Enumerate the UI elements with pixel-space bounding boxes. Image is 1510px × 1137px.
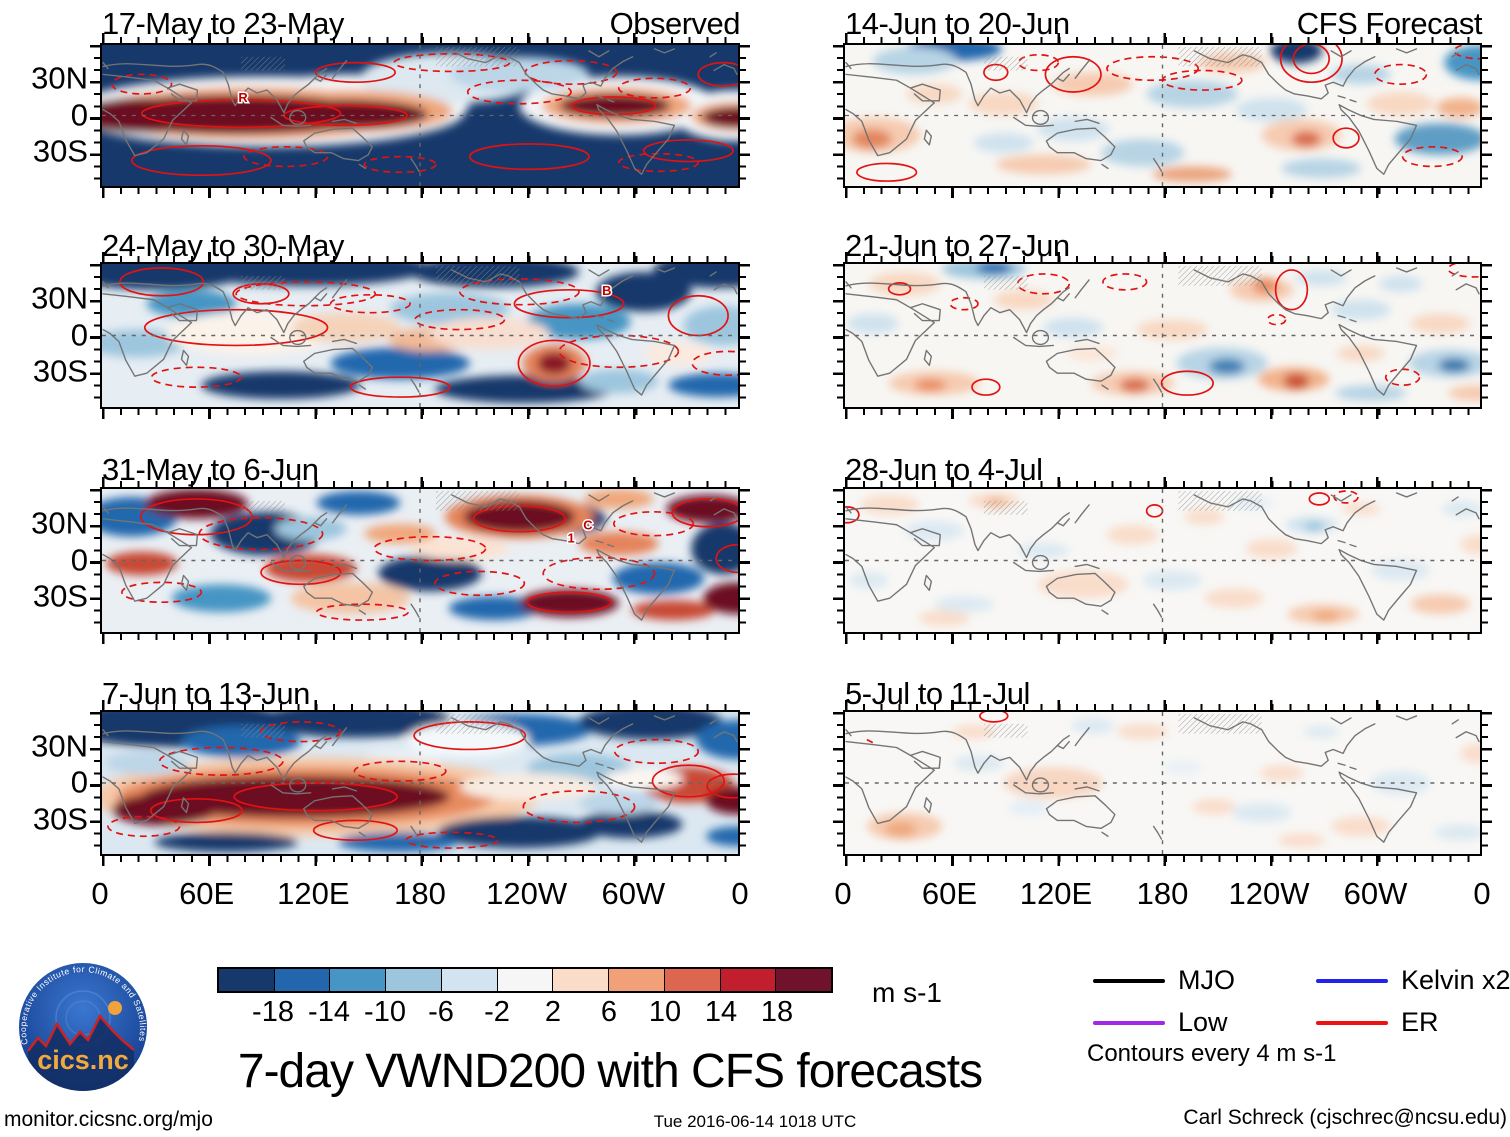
colorbar-swatch xyxy=(386,969,442,991)
y-tick-label: 0 xyxy=(70,541,88,577)
colorbar-tick-label: 18 xyxy=(760,996,794,1028)
legend-line-low xyxy=(1093,1021,1165,1025)
vwnd200-map: C 1 xyxy=(102,489,738,632)
storm-marker-C: C xyxy=(583,518,592,533)
colorbar-swatch xyxy=(553,969,610,991)
colorbar-swatch xyxy=(776,969,832,991)
colorbar-tick-label: 6 xyxy=(600,996,618,1028)
storm-marker-R: R xyxy=(238,90,247,105)
x-tick-label: 0 xyxy=(1473,876,1491,911)
vwnd200-map xyxy=(845,264,1480,407)
x-tick-label: 0 xyxy=(731,876,749,911)
legend-label-low: Low xyxy=(1178,1007,1228,1037)
legend-label-mjo: MJO xyxy=(1178,965,1235,995)
y-tick-label: 30N xyxy=(31,505,88,541)
colorbar-ticks: -18 -14 -10 -6 -2 2 6 10 14 18 xyxy=(217,996,833,1030)
map-panel-observed-2: B xyxy=(90,252,750,419)
y-tick-label: 30S xyxy=(32,578,88,614)
colorbar-swatch xyxy=(274,969,331,991)
x-tick-label: 60E xyxy=(179,876,235,911)
cicsnc-logo-icon: cics.nc Cooperative Institute for Climat… xyxy=(18,963,147,1091)
colorbar-swatch xyxy=(497,969,554,991)
legend-line-kelvin xyxy=(1316,979,1388,983)
y-axis-labels: 30N 0 30S xyxy=(8,487,88,634)
vwnd200-map xyxy=(102,712,738,854)
map-panel-observed-3: C 1 xyxy=(90,477,750,644)
storm-marker-B: B xyxy=(602,283,611,298)
vwnd200-map xyxy=(845,45,1480,186)
map-panel-observed-4 xyxy=(90,700,750,866)
y-tick-label: 0 xyxy=(70,764,88,800)
colorbar-swatch xyxy=(219,969,275,991)
footer-url: monitor.cicsnc.org/mjo xyxy=(4,1108,213,1131)
x-tick-label: 120E xyxy=(277,876,350,911)
colorbar-tick-label: -18 xyxy=(252,996,294,1028)
x-tick-label: 180 xyxy=(1136,876,1189,911)
x-axis-labels: 0 60E 120E 180 120W 60W 0 xyxy=(834,874,1490,916)
x-tick-label: 120W xyxy=(1228,876,1310,911)
y-tick-label: 30S xyxy=(32,800,88,836)
colorbar-tick-label: 10 xyxy=(648,996,682,1028)
map-panel-forecast-4 xyxy=(833,700,1492,866)
vwnd200-map: R xyxy=(102,45,738,186)
colorbar xyxy=(217,967,833,993)
storm-marker-1: 1 xyxy=(567,531,574,546)
x-tick-label: 60W xyxy=(1343,876,1408,911)
x-tick-label: 60E xyxy=(921,876,978,911)
y-axis-labels: 30N 0 30S xyxy=(8,710,88,856)
y-tick-label: 30N xyxy=(31,727,88,763)
vwnd200-map: B xyxy=(102,264,738,407)
colorbar-units: m s-1 xyxy=(872,977,942,1008)
footer-credit: Carl Schreck (cjschrec@ncsu.edu) xyxy=(1183,1106,1507,1129)
y-axis-labels: 30N 0 30S xyxy=(8,43,88,188)
map-panel-forecast-3 xyxy=(833,477,1492,644)
colorbar-tick-label: -2 xyxy=(484,996,510,1028)
legend-label-kelvin: Kelvin x2 xyxy=(1401,965,1510,995)
colorbar-swatch xyxy=(441,969,498,991)
footer-timestamp: Tue 2016-06-14 1018 UTC xyxy=(653,1112,857,1131)
x-axis-labels: 0 60E 120E 180 120W 60W 0 xyxy=(91,874,748,916)
cicsnc-logo: cics.nc Cooperative Institute for Climat… xyxy=(12,956,154,1098)
x-tick-label: 120W xyxy=(486,876,568,911)
y-tick-label: 30N xyxy=(31,280,88,316)
colorbar-swatch xyxy=(720,969,777,991)
legend-label-er: ER xyxy=(1401,1007,1439,1037)
map-panel-forecast-2 xyxy=(833,252,1492,419)
vwnd200-map xyxy=(845,489,1480,632)
legend-line-er xyxy=(1316,1021,1388,1025)
colorbar-tick-label: 2 xyxy=(544,996,562,1028)
legend-note: Contours every 4 m s-1 xyxy=(1087,1040,1337,1067)
y-tick-label: 0 xyxy=(70,96,88,132)
legend-line-mjo xyxy=(1093,979,1165,983)
vwnd200-map xyxy=(845,712,1480,854)
colorbar-swatch xyxy=(330,969,387,991)
colorbar-swatch xyxy=(664,969,721,991)
x-tick-label: 60W xyxy=(601,876,666,911)
figure-title: 7-day VWND200 with CFS forecasts xyxy=(237,1045,983,1098)
logo-text: cics.nc xyxy=(37,1045,129,1075)
colorbar-tick-label: -10 xyxy=(364,996,406,1028)
x-tick-label: 120E xyxy=(1019,876,1093,911)
x-tick-label: 180 xyxy=(394,876,446,911)
colorbar-tick-label: 14 xyxy=(704,996,738,1028)
x-tick-label: 0 xyxy=(834,876,852,911)
colorbar-swatch xyxy=(609,969,665,991)
y-tick-label: 0 xyxy=(70,316,88,352)
x-tick-label: 0 xyxy=(91,876,109,911)
y-tick-label: 30S xyxy=(32,133,88,169)
colorbar-tick-label: -6 xyxy=(428,996,454,1028)
y-tick-label: 30N xyxy=(31,60,88,96)
map-panel-forecast-1 xyxy=(833,33,1492,198)
map-panel-observed-1: R xyxy=(90,33,750,198)
y-tick-label: 30S xyxy=(32,353,88,389)
colorbar-tick-label: -14 xyxy=(308,996,350,1028)
y-axis-labels: 30N 0 30S xyxy=(8,262,88,409)
